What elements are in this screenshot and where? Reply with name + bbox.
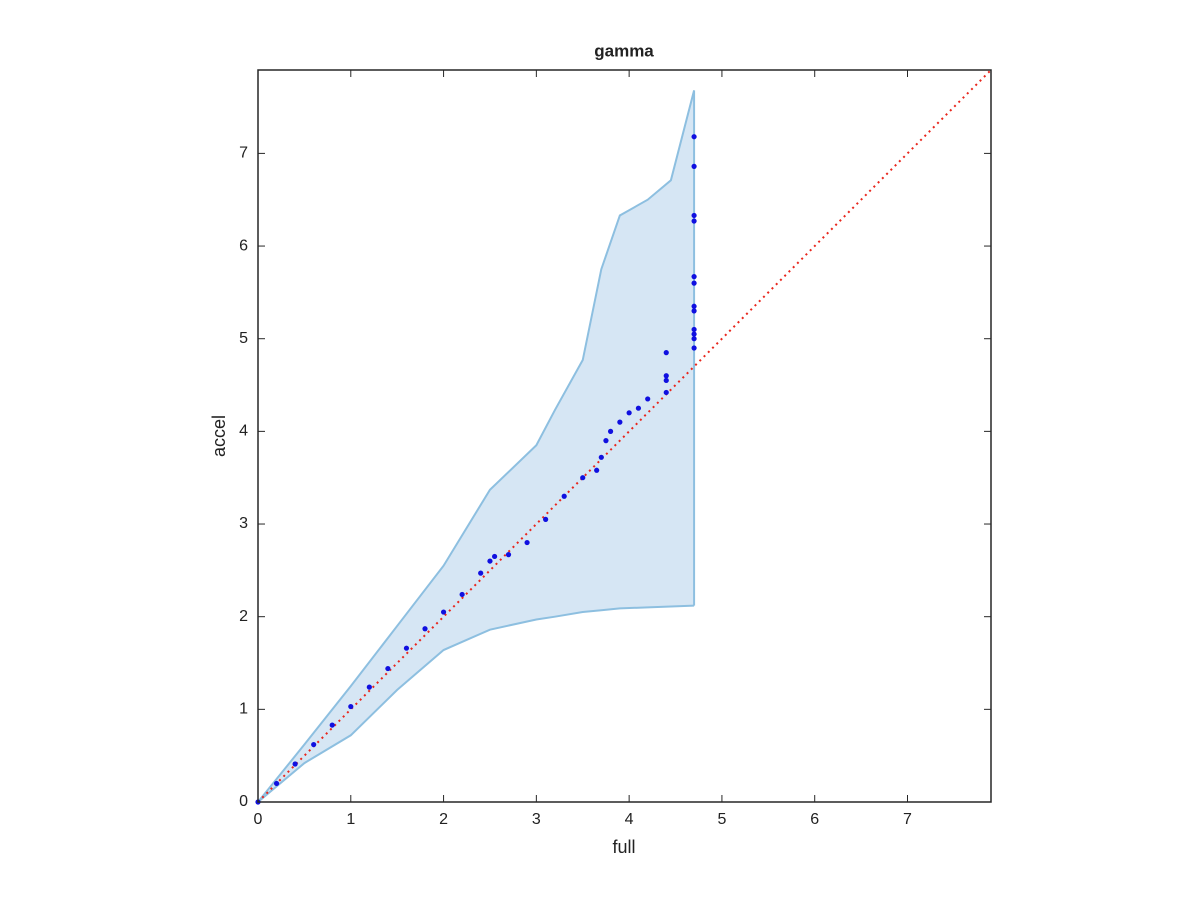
data-point: [598, 454, 604, 460]
data-point: [663, 377, 669, 384]
data-point: [691, 308, 697, 314]
band-upper-edge: [257, 90, 696, 803]
data-point: [422, 626, 428, 632]
data-point: [617, 419, 623, 425]
reference-line: [257, 69, 992, 803]
data-point: [663, 350, 669, 356]
x-tick-label: 7: [903, 811, 912, 828]
data-point: [691, 218, 697, 224]
data-point: [487, 558, 493, 564]
y-tick-label: 1: [239, 701, 248, 718]
data-point: [691, 212, 697, 219]
x-tick-label: 4: [625, 811, 634, 828]
x-tick-label: 2: [439, 811, 448, 828]
data-point: [543, 516, 549, 522]
data-point: [691, 280, 697, 286]
data-point: [691, 163, 697, 169]
data-point: [403, 645, 410, 651]
x-tick-label: 3: [532, 811, 541, 828]
x-tick-label: 0: [254, 811, 263, 828]
data-point: [459, 591, 465, 598]
data-point: [440, 609, 447, 615]
data-point: [691, 303, 697, 309]
y-tick-label: 4: [239, 423, 248, 440]
data-point: [524, 539, 530, 546]
data-point: [626, 410, 632, 416]
band-lower-edge: [257, 604, 695, 803]
x-tick-label: 5: [717, 811, 726, 828]
x-tick-label: 6: [810, 811, 819, 828]
data-point: [366, 684, 372, 690]
data-point: [594, 467, 600, 473]
data-point: [691, 134, 697, 140]
y-tick-label: 7: [239, 145, 248, 162]
y-tick-label: 3: [239, 515, 248, 532]
confidence-band: [258, 90, 695, 802]
y-tick-label: 5: [239, 330, 248, 347]
data-point: [385, 665, 391, 672]
data-point: [348, 703, 354, 710]
data-point: [311, 741, 317, 748]
y-tick-label: 2: [239, 608, 248, 625]
data-point: [691, 326, 697, 333]
data-point: [691, 274, 697, 280]
chart-title: gamma: [594, 41, 654, 60]
data-point: [635, 405, 642, 411]
data-point: [645, 396, 651, 402]
plot-frame: [257, 69, 992, 803]
data-point: [292, 761, 298, 767]
x-tick-label: 1: [346, 811, 355, 828]
data-point: [691, 336, 697, 342]
data-point: [478, 570, 484, 576]
data-point: [329, 722, 335, 728]
y-axis-label: accel: [209, 415, 229, 457]
data-point: [561, 493, 567, 499]
data-point: [691, 331, 697, 337]
y-tick-label: 6: [239, 237, 248, 254]
data-point: [580, 475, 586, 481]
data-point: [505, 552, 512, 558]
data-point: [663, 389, 669, 396]
data-point: [607, 428, 614, 434]
data-point: [691, 345, 697, 351]
data-point: [603, 438, 609, 444]
data-point: [492, 553, 498, 560]
x-axis-label: full: [612, 837, 635, 857]
y-tick-label: 0: [239, 793, 248, 810]
data-point: [663, 373, 669, 379]
data-point: [273, 780, 280, 787]
